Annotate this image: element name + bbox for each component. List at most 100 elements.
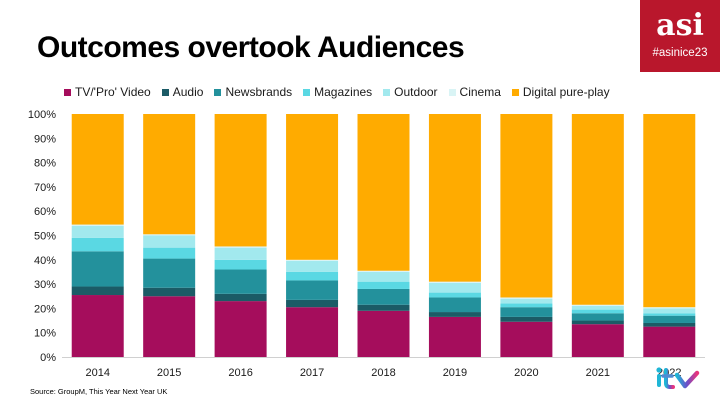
bar-segment-magazines-2021 (571, 309, 624, 314)
bar-segment-cinema-2022 (643, 307, 696, 309)
bar-segment-magazines-2018 (357, 281, 410, 289)
legend-swatch (214, 88, 222, 96)
bar-segment-tv-pro-video-2022 (643, 326, 696, 358)
bar-segment-magazines-2022 (643, 313, 696, 316)
bar-segment-digital-pure-play-2017 (286, 114, 339, 260)
bar-segment-digital-pure-play-2021 (571, 114, 624, 305)
bar-segment-cinema-2017 (286, 259, 339, 262)
legend-label: Magazines (314, 85, 373, 99)
bar-segment-outdoor-2014 (71, 225, 124, 238)
bar-segment-audio-2018 (357, 304, 410, 311)
bar-segment-digital-pure-play-2015 (143, 114, 196, 235)
bar-segment-audio-2014 (71, 286, 124, 296)
bar-segment-newsbrands-2020 (500, 307, 553, 317)
bar-segment-tv-pro-video-2019 (428, 316, 481, 357)
bar-segment-newsbrands-2014 (71, 251, 124, 287)
bar-segment-digital-pure-play-2020 (500, 114, 553, 298)
bar-segment-tv-pro-video-2018 (357, 310, 410, 357)
bar-segment-magazines-2020 (500, 303, 553, 308)
bar-segment-newsbrands-2015 (143, 258, 196, 288)
legend-label: Newsbrands (225, 85, 293, 99)
bar-segment-cinema-2018 (357, 270, 410, 272)
bar-segment-audio-2016 (214, 293, 267, 302)
x-tick-label: 2015 (157, 367, 181, 379)
y-tick-label: 60% (34, 206, 56, 218)
asi-brand-badge: asi #asinice23 (640, 0, 720, 72)
bar-segment-outdoor-2020 (500, 298, 553, 304)
x-tick-label: 2014 (85, 367, 109, 379)
bar-segment-cinema-2015 (143, 234, 196, 236)
y-tick-label: 80% (34, 158, 56, 170)
legend-item-magazines: Magazines (303, 85, 372, 99)
legend-swatch (64, 88, 71, 96)
legend-item-cinema: Cinema (448, 85, 501, 99)
legend-label: Cinema (459, 85, 501, 99)
bar-segment-outdoor-2017 (286, 261, 339, 272)
bar-segment-audio-2020 (500, 316, 553, 322)
y-tick-label: 30% (34, 279, 56, 291)
bar-segment-digital-pure-play-2019 (428, 114, 481, 282)
bar-segment-tv-pro-video-2016 (214, 301, 267, 357)
bar-segment-newsbrands-2018 (357, 288, 410, 305)
legend-swatch (511, 88, 519, 96)
bar-segment-magazines-2019 (428, 292, 481, 298)
legend-label: Audio (172, 85, 204, 99)
bar-segment-digital-pure-play-2022 (643, 114, 696, 308)
bar-segment-cinema-2020 (500, 297, 553, 299)
x-tick-label: 2020 (514, 367, 538, 379)
bar-segment-tv-pro-video-2017 (286, 307, 339, 357)
legend-item-newsbrands: Newsbrands (214, 85, 292, 99)
bar-segment-cinema-2021 (571, 304, 624, 306)
y-tick-label: 20% (34, 303, 56, 315)
bar-segment-digital-pure-play-2016 (214, 114, 267, 247)
y-tick-label: 50% (34, 231, 56, 243)
y-tick-label: 0% (40, 352, 56, 364)
bar-segment-cinema-2014 (71, 224, 124, 226)
legend-label: Outdoor (394, 85, 438, 99)
bar-segment-newsbrands-2019 (428, 297, 481, 313)
legend-label: Digital pure-play (522, 85, 610, 99)
legend-swatch (383, 88, 391, 96)
legend-item-tv-pro-video: TV/'Pro' Video (64, 85, 151, 99)
bar-segment-audio-2022 (643, 322, 696, 327)
bar-segment-outdoor-2018 (357, 271, 410, 282)
x-tick-label: 2018 (371, 367, 395, 379)
y-tick-label: 40% (34, 255, 56, 267)
x-tick-label: 2017 (300, 367, 324, 379)
bar-segment-cinema-2016 (214, 246, 267, 248)
bar-segment-tv-pro-video-2015 (143, 296, 196, 357)
bar-segment-outdoor-2019 (428, 282, 481, 293)
legend-swatch (161, 88, 169, 96)
x-tick-label: 2021 (586, 367, 610, 379)
y-tick-label: 100% (28, 109, 56, 121)
bar-segment-digital-pure-play-2018 (357, 114, 410, 271)
bar-segment-outdoor-2015 (143, 235, 196, 248)
slide-title: Outcomes overtook Audiences (37, 31, 465, 64)
bar-segment-audio-2021 (571, 320, 624, 325)
chart-legend: TV/'Pro' Video Audio Newsbrands Magazines Ou… (64, 84, 704, 100)
x-tick-label: 2019 (443, 367, 467, 379)
bar-segment-magazines-2014 (71, 237, 124, 252)
stacked-bar-chart: 0% 10% 20% 30% 40% 50% 60% 70% 80% 90% 100% 2014 201… (28, 109, 705, 379)
y-tick-label: 70% (34, 182, 56, 194)
legend-swatch (448, 88, 456, 96)
bar-segment-newsbrands-2017 (286, 280, 339, 300)
legend-swatch (303, 88, 311, 96)
y-tick-label: 90% (34, 133, 56, 145)
bar-segment-outdoor-2016 (214, 247, 267, 260)
bar-segment-newsbrands-2016 (214, 269, 267, 294)
bar-segment-audio-2017 (286, 299, 339, 308)
legend-item-outdoor: Outdoor (383, 85, 438, 99)
bar-segment-newsbrands-2022 (643, 315, 696, 323)
bar-segment-outdoor-2021 (571, 305, 624, 310)
bar-segment-cinema-2019 (428, 281, 481, 283)
bar-segment-tv-pro-video-2020 (500, 321, 553, 357)
bar-segment-tv-pro-video-2021 (571, 324, 624, 357)
legend-item-digital-pure-play: Digital pure-play (511, 85, 610, 99)
bar-segment-magazines-2015 (143, 247, 196, 259)
legend-item-audio: Audio (161, 85, 204, 99)
source-note: Source: GroupM, This Year Next Year UK (30, 387, 168, 396)
itv-logo (656, 367, 700, 389)
bar-segment-tv-pro-video-2014 (71, 295, 124, 357)
y-tick-label: 10% (34, 328, 56, 340)
